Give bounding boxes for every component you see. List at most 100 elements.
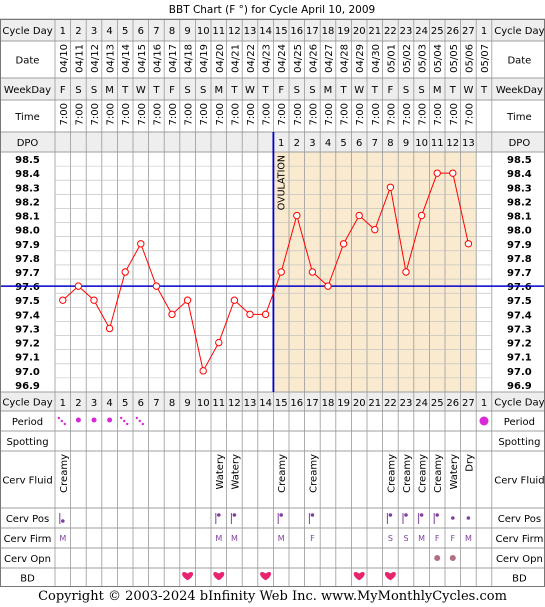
temp-tick-label: 98.4 [15,169,40,180]
time-value: 7:00 [449,103,460,125]
cycle-day-value: 18 [322,26,335,37]
temp-tick-label-right: 97.0 [507,367,532,378]
cycle-day-value: 1 [60,26,66,37]
date-value: 05/03 [418,44,429,73]
cycle-day-label-right: Cycle Day [494,26,544,37]
temp-tick-label-right: 98.3 [507,183,532,194]
cycle-day-value-bottom: 23 [400,398,413,409]
weekday-value: S [184,85,190,96]
time-value: 7:00 [293,103,304,125]
date-value: 04/21 [230,44,241,73]
time-value: 7:00 [371,103,382,125]
time-value: 7:00 [355,103,366,125]
cycle-day-value: 19 [337,26,350,37]
dpo-value: 7 [372,138,378,149]
temp-tick-label-right: 97.2 [507,339,532,350]
date-label-right: Date [507,56,531,67]
dpo-value: 4 [325,138,331,149]
date-value: 04/16 [152,44,163,73]
date-value: 04/11 [74,44,85,73]
copyright-footer: Copyright © 2003-2024 bInfinity Web Inc.… [38,589,507,604]
time-value: 7:00 [184,103,195,125]
time-value: 7:00 [262,103,273,125]
cerv-firm-value: F [435,534,440,543]
temperature-point [59,296,67,304]
cycle-day-value: 10 [197,26,210,37]
temp-tick-label: 97.0 [15,367,40,378]
bd-label-right: BD [512,574,527,585]
date-value: 04/30 [371,44,382,73]
cerv-opn-marker [434,555,441,561]
bd-heart-icon [213,571,225,581]
temperature-point [308,268,317,276]
period-marker [75,417,81,423]
temperature-point [277,268,285,276]
date-value: 04/20 [215,44,226,73]
date-value: 04/26 [308,44,319,73]
cycle-day-value-bottom: 5 [122,398,128,409]
cerv-pos-marker [59,513,65,524]
cerv-firm-value: F [450,534,455,543]
temperature-point [230,296,239,304]
temp-tick-label-right: 97.9 [507,240,532,251]
period-marker [91,417,97,423]
cerv-fluid-value: Watery [449,454,460,490]
cycle-day-value-bottom: 26 [446,398,459,409]
temp-tick-label: 98.2 [15,197,40,208]
cycle-day-value: 6 [138,26,144,37]
cycle-day-value-bottom: 1 [60,398,66,409]
date-value: 04/19 [199,44,210,73]
temp-tick-label: 98.0 [15,226,40,237]
temp-tick-label: 97.6 [15,282,40,293]
temp-tick-label: 97.2 [15,339,40,350]
date-value: 04/14 [121,44,132,73]
weekday-value: M [433,85,442,96]
date-value: 04/25 [293,44,304,73]
temp-tick-label: 97.9 [15,240,40,251]
weekday-value: W [136,85,146,96]
cerv-fluid-value: Creamy [402,454,413,493]
date-value: 04/12 [90,44,101,73]
temp-tick-label-right: 98.5 [507,155,532,166]
temp-tick-label-right: 97.8 [507,254,532,265]
temperature-point [433,169,441,177]
temperature-point [215,338,223,347]
cerv-fluid-value: Watery [215,454,226,490]
time-value: 7:00 [386,103,397,125]
temp-tick-label: 97.5 [15,296,40,307]
cycle-day-value: 27 [462,26,475,37]
temp-tick-label: 97.4 [15,310,40,321]
weekday-value: S [75,85,81,96]
cycle-day-value-bottom: 4 [106,398,112,409]
cycle-day-value: 9 [184,26,190,37]
time-value: 7:00 [277,103,288,125]
dpo-value: 13 [462,138,475,149]
weekday-value: F [388,85,394,96]
weekday-value: S [403,85,409,96]
date-value: 04/23 [262,44,273,73]
time-value: 7:00 [215,103,226,125]
cerv-pos-marker [466,516,471,520]
ovulation-label: OVULATION [276,155,287,210]
cerv-pos-label: Cerv Pos [6,514,49,525]
weekday-value: W [354,85,364,96]
cycle-day-label-bottom: Cycle Day [2,398,52,409]
cycle-day-value: 2 [75,26,81,37]
cycle-day-value: 22 [384,26,397,37]
temperature-point [74,282,83,290]
date-label: Date [16,56,40,67]
temp-tick-label-right: 97.7 [507,268,532,279]
temperature-point [137,240,145,248]
temperature-point [121,268,129,276]
weekday-value: T [371,85,379,96]
temp-tick-label-right: 97.4 [507,310,532,321]
weekday-value: T [152,85,160,96]
time-value: 7:00 [230,103,241,125]
cycle-day-value-bottom: 21 [368,398,381,409]
cycle-day-value-bottom: 11 [212,398,225,409]
dpo-value: 9 [403,138,409,149]
cerv-firm-value: M [418,534,425,543]
temperature-point [417,211,426,220]
date-value: 04/24 [277,44,288,73]
cycle-day-value: 16 [290,26,303,37]
